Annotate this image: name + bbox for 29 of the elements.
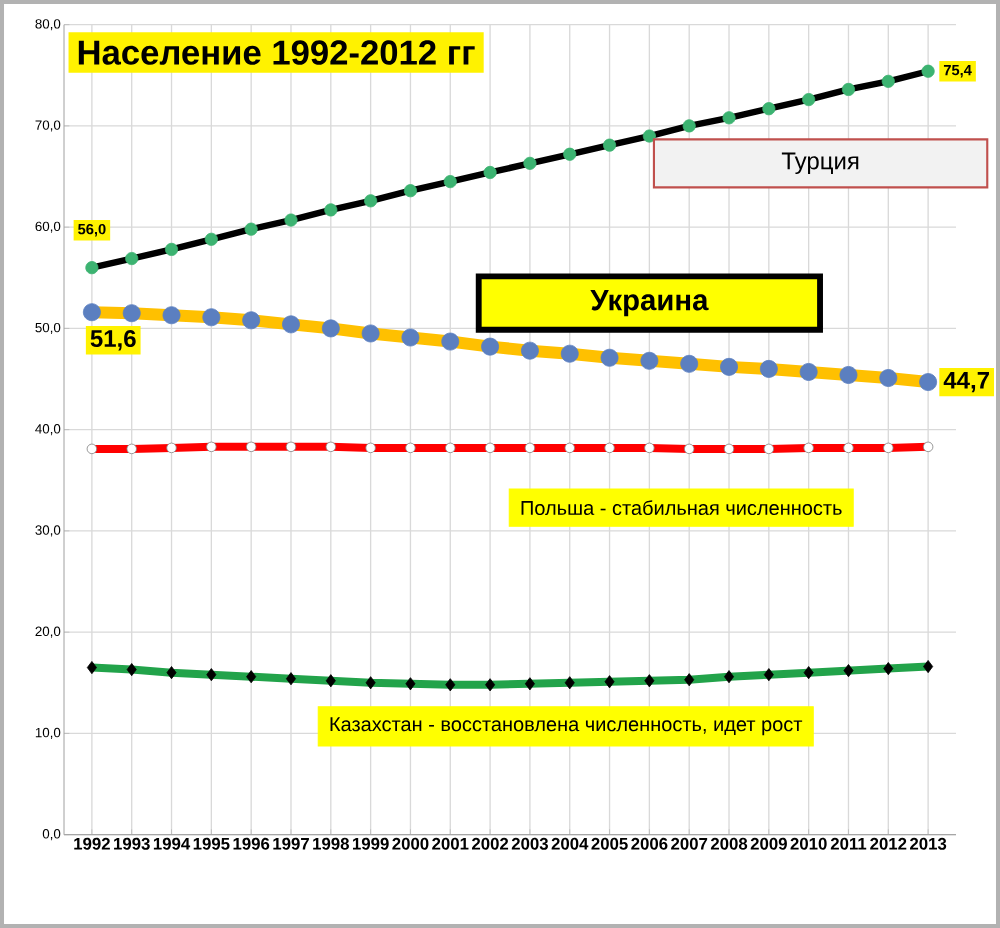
x-tick-label: 1997: [273, 837, 309, 850]
chart-title: Население 1992-2012 гг: [78, 40, 475, 65]
x-tick-label: 2012: [870, 837, 907, 850]
x-tick-label: 2000: [392, 837, 429, 850]
x-tick-label: 1994: [153, 837, 191, 850]
series-label: Украина: [590, 289, 709, 317]
x-tick-label: 2010: [790, 837, 827, 850]
x-tick-label: 2007: [671, 837, 708, 850]
x-tick-label: 1992: [74, 837, 110, 850]
data-label: 44,7: [943, 371, 989, 393]
x-tick-label: 2006: [631, 837, 668, 850]
x-tick-label: 1995: [193, 837, 230, 850]
x-tick-label: 2004: [551, 837, 589, 850]
x-tick-label: 1996: [233, 837, 270, 850]
x-tick-label: 2005: [591, 837, 628, 850]
x-tick-label: 2002: [471, 837, 509, 850]
x-tick-label: 2013: [910, 837, 947, 850]
x-tick-label: 1999: [352, 837, 389, 850]
series-label: Казахстан - восстановлена численность, идет рост: [330, 717, 803, 736]
x-tick-label: 2009: [750, 837, 787, 850]
x-tick-label: 1998: [313, 837, 349, 850]
x-tick-label: 2001: [432, 837, 469, 850]
x-tick-label: 2003: [511, 837, 548, 850]
x-tick-label: 2011: [830, 837, 867, 850]
data-label: 51,6: [90, 330, 136, 351]
x-tick-label: 1993: [114, 837, 150, 850]
x-tick-label: 2008: [710, 837, 748, 850]
text: Польша - стабильная численность: [521, 500, 842, 516]
series-label: Турция: [781, 152, 859, 175]
